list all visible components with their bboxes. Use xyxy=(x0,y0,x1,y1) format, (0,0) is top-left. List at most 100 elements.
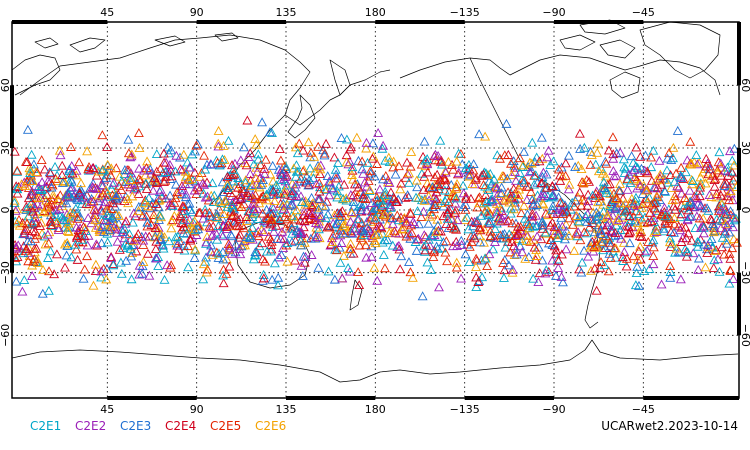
observation-marker xyxy=(82,240,93,250)
observation-marker xyxy=(691,150,702,160)
observation-marker xyxy=(204,221,215,231)
observation-marker xyxy=(686,158,697,168)
observation-marker xyxy=(357,235,368,245)
observation-marker xyxy=(93,190,104,200)
coastline-antarctica xyxy=(11,339,739,383)
observation-marker xyxy=(261,246,272,256)
coastline-na-west xyxy=(469,57,586,216)
observation-marker xyxy=(595,225,606,235)
observation-marker xyxy=(675,274,686,284)
observation-marker xyxy=(610,243,621,253)
observation-marker xyxy=(90,266,101,276)
observation-marker xyxy=(460,204,471,214)
observation-marker xyxy=(341,157,352,167)
observation-marker xyxy=(315,193,325,203)
observation-marker xyxy=(214,204,225,214)
observation-marker xyxy=(470,174,481,184)
observation-marker xyxy=(76,195,87,205)
observation-marker xyxy=(665,233,676,243)
observation-marker xyxy=(48,193,59,203)
observation-marker xyxy=(553,164,564,174)
observation-marker xyxy=(682,247,693,257)
observation-marker xyxy=(550,182,561,192)
observation-marker xyxy=(599,182,610,192)
observation-marker xyxy=(269,258,280,268)
observation-marker xyxy=(146,219,157,229)
observation-marker xyxy=(503,260,514,270)
observation-marker xyxy=(287,187,298,197)
observation-marker xyxy=(489,174,500,184)
left-axis-label: 60 xyxy=(0,78,12,92)
observation-marker xyxy=(226,248,237,258)
observation-marker xyxy=(433,231,444,241)
observation-marker xyxy=(728,212,738,222)
observation-marker xyxy=(603,266,614,276)
observation-marker xyxy=(183,262,194,272)
observation-marker xyxy=(442,213,453,223)
observation-marker xyxy=(711,214,722,224)
observation-marker xyxy=(192,139,203,149)
observation-marker xyxy=(247,180,258,190)
observation-marker xyxy=(225,188,236,197)
observation-marker xyxy=(390,196,401,206)
observation-marker xyxy=(207,178,218,188)
observation-marker xyxy=(635,254,646,264)
observation-marker xyxy=(243,151,254,161)
observation-marker xyxy=(433,150,444,160)
observation-marker xyxy=(518,146,529,156)
observation-marker xyxy=(250,189,261,199)
observation-marker xyxy=(563,230,574,240)
observation-marker xyxy=(148,210,159,219)
observation-marker xyxy=(542,210,553,220)
observation-marker xyxy=(57,170,68,179)
observation-marker xyxy=(61,250,72,260)
observation-marker xyxy=(227,211,238,220)
observation-marker xyxy=(582,216,592,226)
observation-marker xyxy=(249,204,260,214)
observation-marker xyxy=(51,217,62,227)
observation-marker xyxy=(628,201,639,211)
observation-marker xyxy=(306,147,316,157)
observation-marker xyxy=(96,180,107,190)
observation-marker xyxy=(636,202,647,212)
observation-marker xyxy=(151,236,162,246)
observation-marker xyxy=(258,227,269,236)
observation-marker xyxy=(509,204,519,214)
observation-marker xyxy=(180,192,191,202)
observation-marker xyxy=(55,150,66,160)
observation-marker xyxy=(70,203,81,213)
observation-marker xyxy=(450,222,461,232)
observation-marker xyxy=(195,207,206,217)
observation-marker xyxy=(106,251,117,261)
observation-marker xyxy=(640,247,651,257)
observation-marker xyxy=(642,168,653,178)
observation-marker xyxy=(698,228,709,238)
observation-marker xyxy=(413,219,424,229)
observation-marker xyxy=(406,146,417,156)
observation-marker xyxy=(197,178,208,188)
observation-marker xyxy=(102,237,113,247)
observation-marker xyxy=(517,235,528,245)
observation-marker xyxy=(213,125,224,135)
observation-marker xyxy=(585,213,596,223)
top-axis-label: −90 xyxy=(542,6,565,19)
observation-marker xyxy=(323,266,334,276)
observation-marker xyxy=(272,234,283,243)
observation-marker xyxy=(27,186,37,196)
observation-marker xyxy=(641,194,652,204)
observation-marker xyxy=(219,154,230,164)
observation-marker xyxy=(288,163,299,173)
observation-marker xyxy=(90,222,101,232)
observation-marker xyxy=(43,285,54,295)
observation-marker xyxy=(122,194,133,204)
observation-marker xyxy=(148,185,159,195)
observation-marker xyxy=(468,159,479,169)
observation-marker xyxy=(476,210,487,220)
observation-marker xyxy=(655,169,666,179)
observation-marker xyxy=(358,193,369,203)
observation-marker xyxy=(160,167,171,177)
observation-marker xyxy=(274,144,285,153)
observation-marker xyxy=(431,241,442,251)
observation-marker xyxy=(424,211,435,221)
